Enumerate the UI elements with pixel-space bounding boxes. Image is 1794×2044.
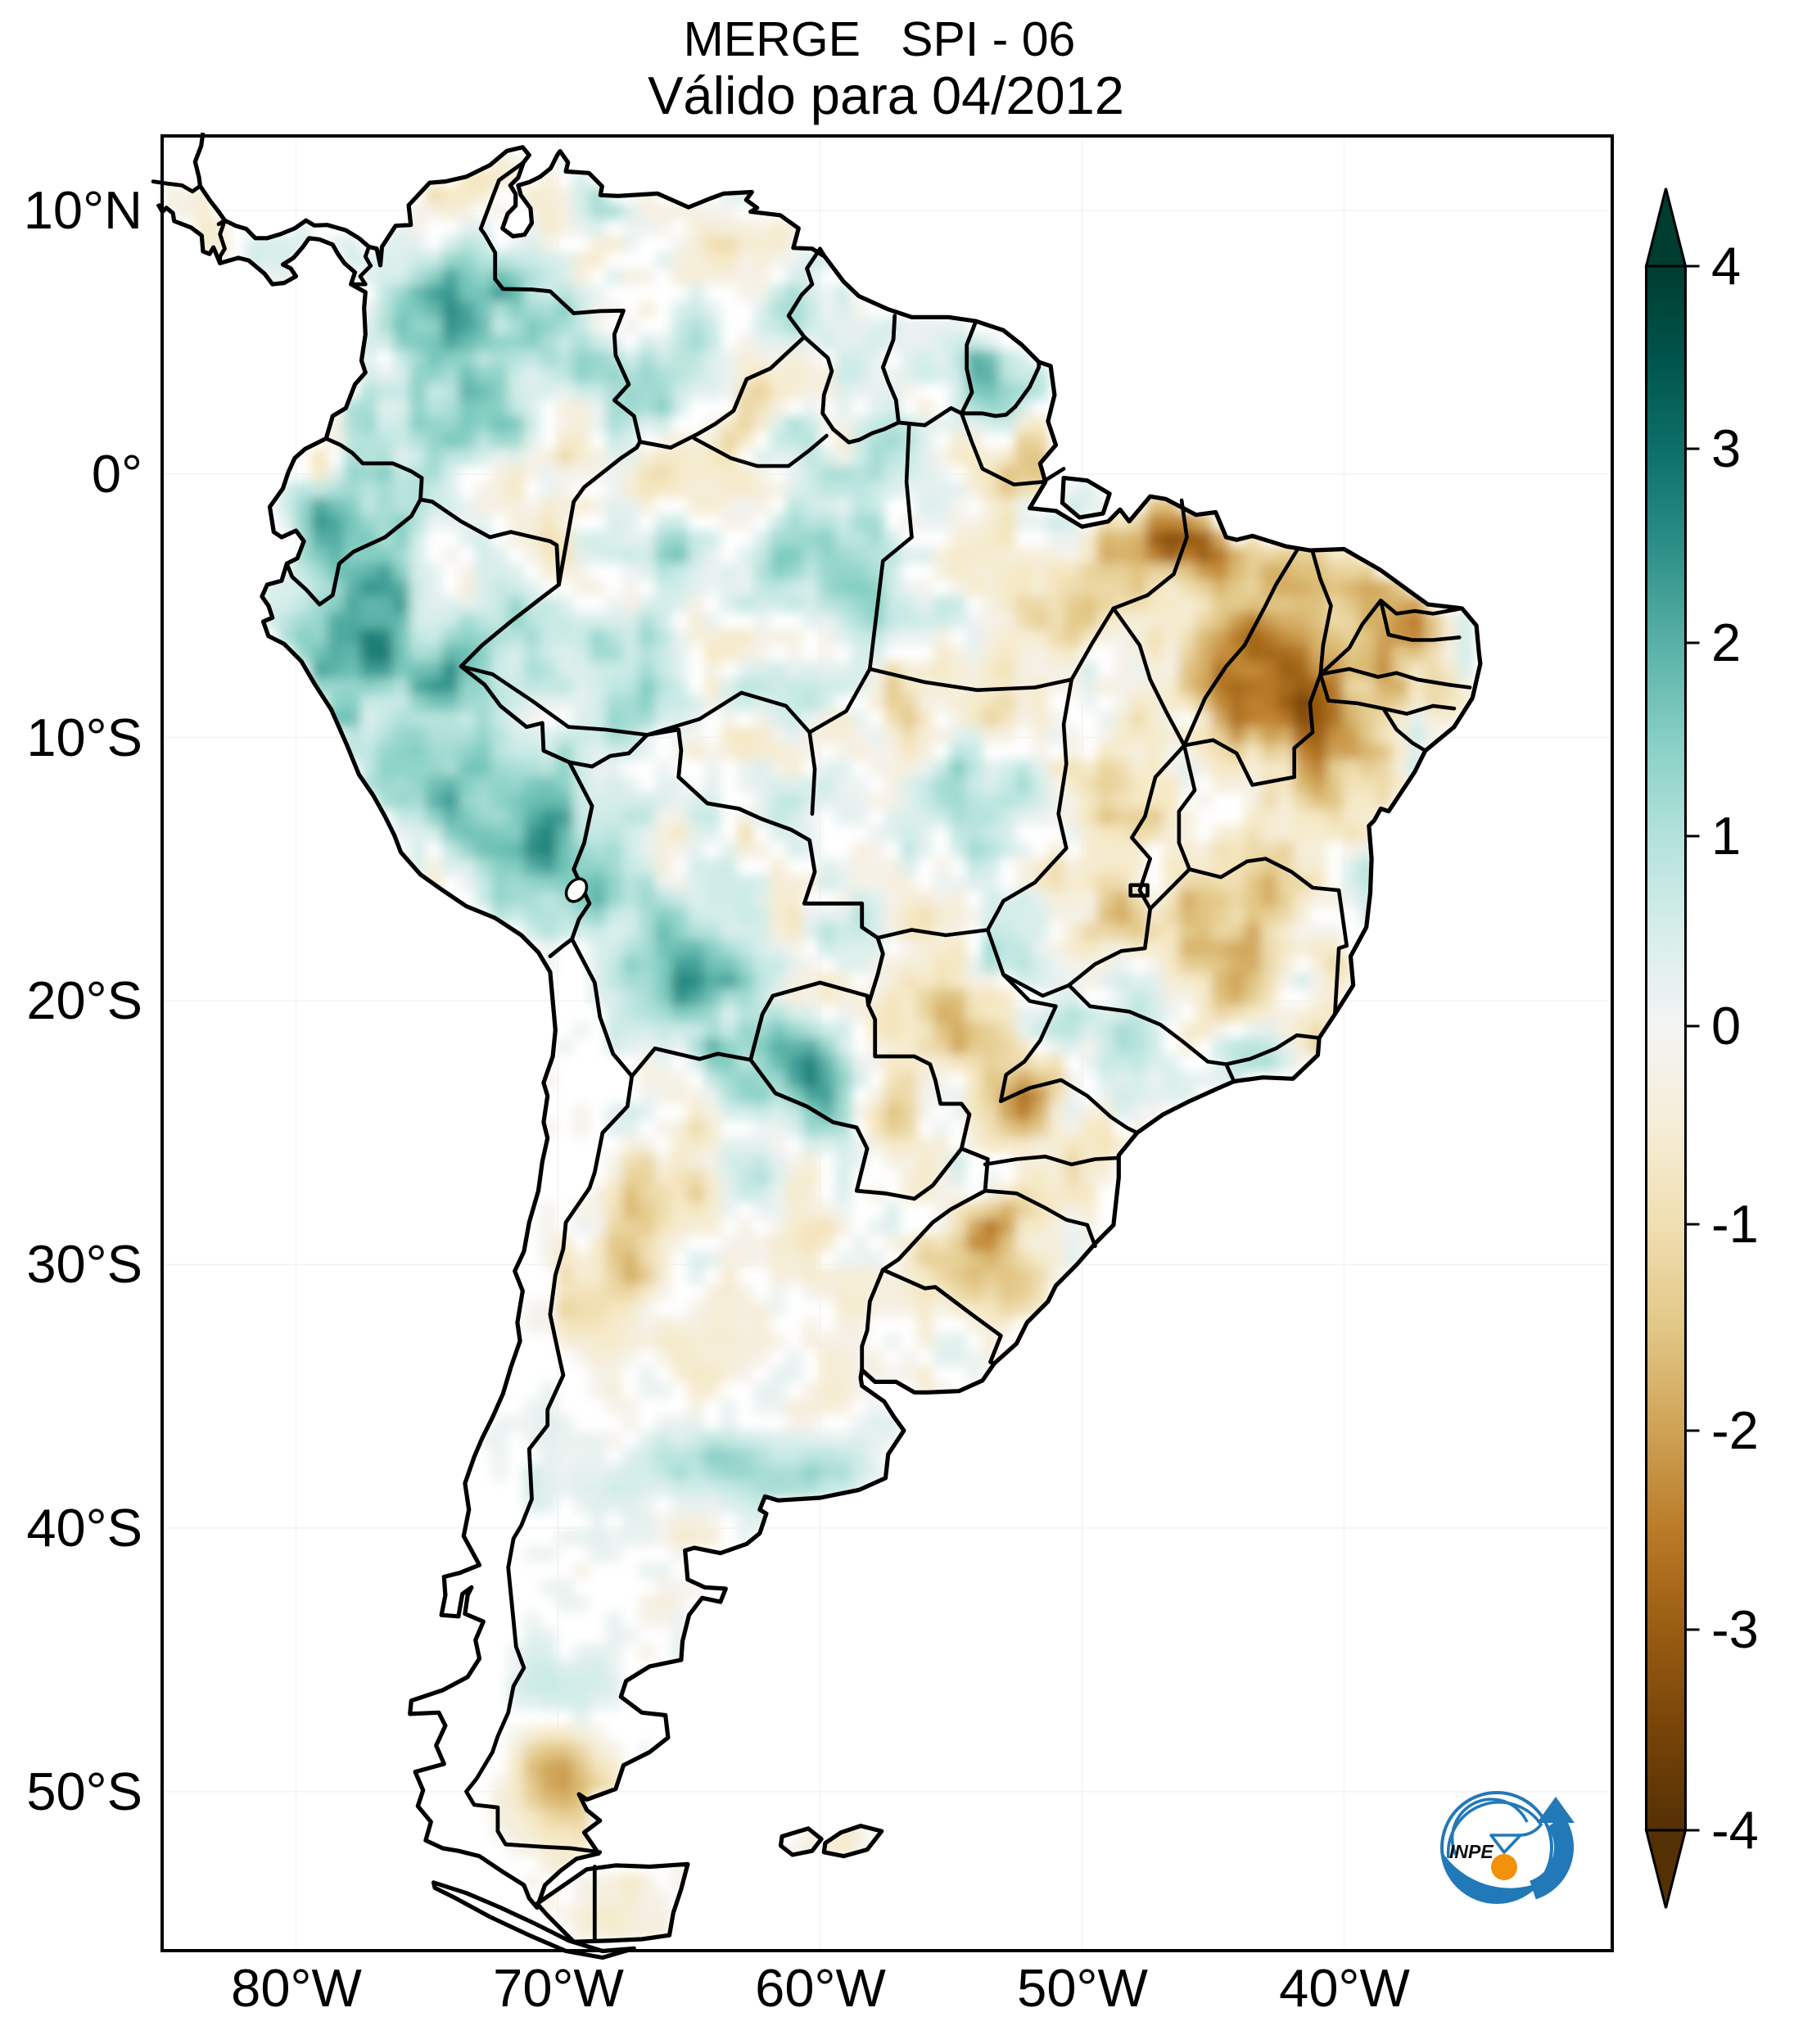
svg-text:30°S: 30°S xyxy=(26,1234,142,1294)
svg-text:50°S: 50°S xyxy=(26,1761,142,1821)
svg-text:70°W: 70°W xyxy=(493,1958,624,2018)
svg-text:40°S: 40°S xyxy=(26,1498,142,1558)
svg-text:MERGE SPI - 06: MERGE SPI - 06 xyxy=(684,12,1076,66)
svg-text:80°W: 80°W xyxy=(231,1958,362,2018)
svg-text:20°S: 20°S xyxy=(26,970,142,1030)
svg-text:4: 4 xyxy=(1711,236,1741,296)
svg-text:60°W: 60°W xyxy=(755,1958,886,2018)
svg-text:0: 0 xyxy=(1711,996,1741,1056)
svg-text:-3: -3 xyxy=(1711,1599,1759,1659)
svg-text:Válido para 04/2012: Válido para 04/2012 xyxy=(648,66,1124,125)
svg-text:3: 3 xyxy=(1711,418,1741,478)
svg-text:1: 1 xyxy=(1711,806,1741,866)
svg-text:50°W: 50°W xyxy=(1017,1958,1148,2018)
svg-text:0°: 0° xyxy=(92,444,142,504)
svg-text:-1: -1 xyxy=(1711,1194,1759,1254)
svg-text:10°N: 10°N xyxy=(24,180,142,240)
svg-text:40°W: 40°W xyxy=(1279,1958,1410,2018)
svg-text:2: 2 xyxy=(1711,613,1741,672)
svg-text:INPE: INPE xyxy=(1449,1841,1493,1862)
svg-text:-2: -2 xyxy=(1711,1400,1759,1460)
svg-text:10°S: 10°S xyxy=(26,708,142,767)
svg-text:-4: -4 xyxy=(1711,1800,1759,1860)
